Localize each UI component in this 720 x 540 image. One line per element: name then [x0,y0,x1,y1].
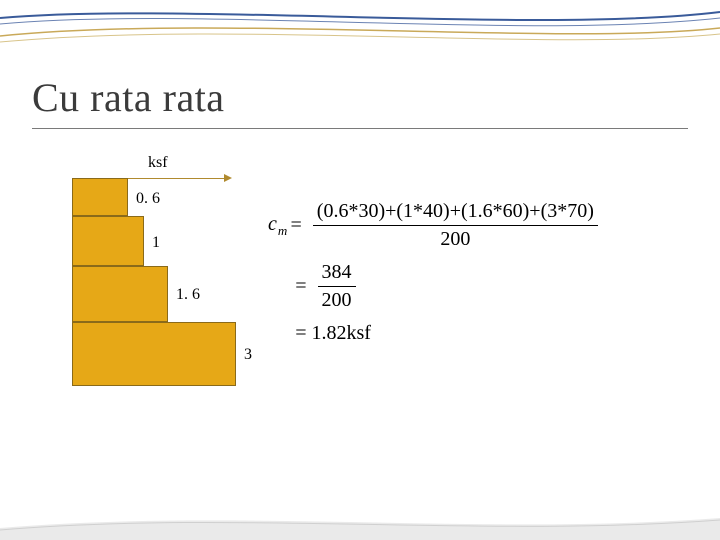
bar-3 [72,322,236,386]
fraction-1: (0.6*30)+(1*40)+(1.6*60)+(3*70) 200 [313,200,598,251]
formula-lhs: cm [268,213,289,239]
equals-sign: = [289,214,303,237]
slide: Cu rata rata ksf 0. 6 1 1. 6 3 cm = (0.6… [0,0,720,540]
formula-line-1: cm = (0.6*30)+(1*40)+(1.6*60)+(3*70) 200 [268,200,598,251]
numerator-1: (0.6*30)+(1*40)+(1.6*60)+(3*70) [313,200,598,226]
bar-label-3: 3 [244,346,252,364]
bar-1 [72,216,144,266]
fraction-2: 384 200 [318,261,356,312]
result-value: 1.82ksf [312,322,371,345]
formula-block: cm = (0.6*30)+(1*40)+(1.6*60)+(3*70) 200… [268,200,598,355]
axis-arrow-icon [224,174,232,182]
equals-sign-2: = [294,275,308,298]
bar-label-1: 1 [152,234,160,252]
title-underline [32,128,688,129]
formula-line-3: = 1.82ksf [294,322,598,345]
equals-sign-3: = [294,322,308,345]
bar-0 [72,178,128,216]
unit-label: ksf [148,154,168,172]
bar-label-2: 1. 6 [176,286,200,304]
denominator-1: 200 [440,226,470,251]
bar-2 [72,266,168,322]
footer-decoration [0,500,720,540]
denominator-2: 200 [322,287,352,312]
slide-title: Cu rata rata [32,74,225,121]
formula-line-2: = 384 200 [294,261,598,312]
bar-label-0: 0. 6 [136,190,160,208]
numerator-2: 384 [318,261,356,287]
header-decoration [0,0,720,60]
